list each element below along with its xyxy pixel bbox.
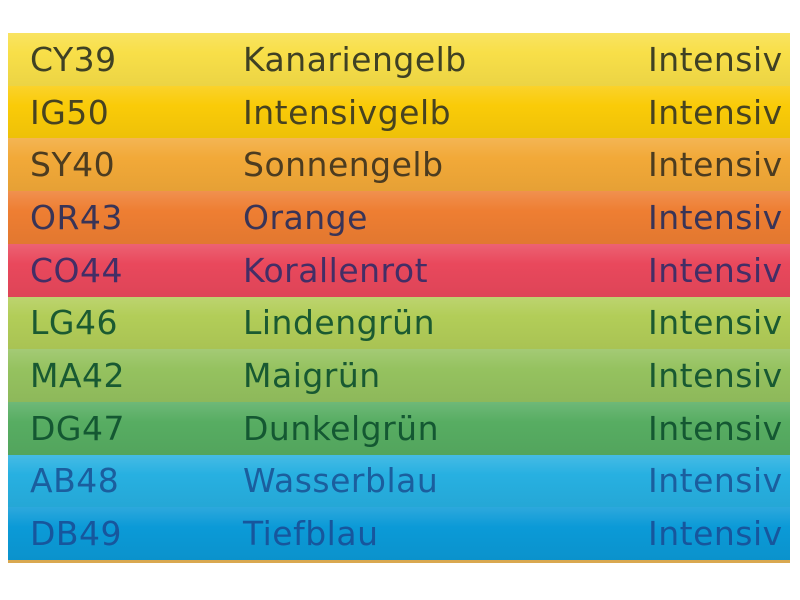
intensity-cell: Intensiv [648, 461, 783, 501]
color-code-cell: SY40 [30, 145, 116, 185]
color-code-cell: AB48 [30, 461, 120, 501]
color-name-cell: Intensivgelb [243, 92, 452, 132]
color-code-cell: IG50 [30, 92, 110, 132]
color-code-cell: LG46 [30, 303, 118, 343]
color-code-cell: OR43 [30, 197, 123, 237]
intensity-cell: Intensiv [648, 197, 783, 237]
color-name-cell: Maigrün [243, 356, 381, 396]
intensity-cell: Intensiv [648, 303, 783, 343]
intensity-cell: Intensiv [648, 408, 783, 448]
table-row: IG50 Intensivgelb Intensiv [8, 85, 790, 139]
color-code-cell: CY39 [30, 39, 117, 79]
color-name-cell: Kanariengelb [243, 39, 467, 79]
intensity-cell: Intensiv [648, 514, 783, 554]
table-row: AB48 Wasserblau Intensiv [8, 454, 790, 508]
table-row: CY39 Kanariengelb Intensiv [8, 33, 790, 86]
color-name-cell: Dunkelgrün [243, 408, 439, 448]
color-name-cell: Wasserblau [243, 461, 439, 501]
table-row: LG46 Lindengrün Intensiv [8, 296, 790, 350]
intensity-cell: Intensiv [648, 39, 783, 79]
table-row: SY40 Sonnengelb Intensiv [8, 138, 790, 192]
color-code-cell: DG47 [30, 408, 125, 448]
color-name-cell: Lindengrün [243, 303, 435, 343]
color-name-cell: Orange [243, 197, 368, 237]
table-row: DB49 Tiefblau Intensiv [8, 507, 790, 561]
color-code-cell: MA42 [30, 356, 126, 396]
table-row: OR43 Orange Intensiv [8, 191, 790, 244]
table-row: CO44 Korallenrot Intensiv [8, 243, 790, 297]
color-name-cell: Korallenrot [243, 250, 429, 290]
color-table: CY39 Kanariengelb Intensiv IG50 Intensivgelb… [8, 33, 790, 563]
intensity-cell: Intensiv [648, 92, 783, 132]
intensity-cell: Intensiv [648, 356, 783, 396]
color-name-cell: Tiefblau [243, 514, 379, 554]
intensity-cell: Intensiv [648, 145, 783, 185]
intensity-cell: Intensiv [648, 250, 783, 290]
table-row: MA42 Maigrün Intensiv [8, 349, 790, 402]
color-code-cell: DB49 [30, 514, 123, 554]
color-code-cell: CO44 [30, 250, 124, 290]
color-name-cell: Sonnengelb [243, 145, 444, 185]
table-row: DG47 Dunkelgrün Intensiv [8, 401, 790, 455]
